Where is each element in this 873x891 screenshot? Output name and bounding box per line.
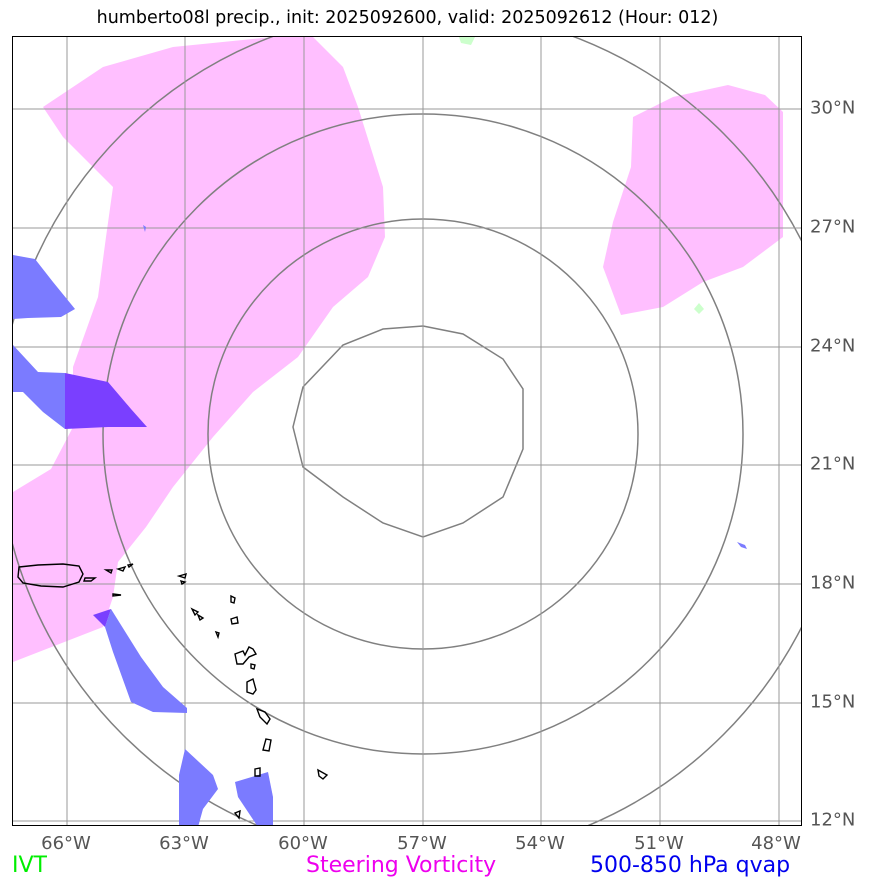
island-barbados xyxy=(262,738,272,752)
lon-label-63w: 63°W xyxy=(159,833,209,854)
lat-label-21n: 21°N xyxy=(810,453,856,475)
legend-qvap: 500-850 hPa qvap xyxy=(590,853,791,878)
ivt-region xyxy=(459,37,475,45)
qvap-region xyxy=(143,225,146,232)
lon-label-48w: 48°W xyxy=(751,833,801,854)
qvap-region xyxy=(13,255,75,319)
steering-vorticity-field xyxy=(13,37,783,662)
lon-label-60w: 60°W xyxy=(278,833,328,854)
vorticity-region-main xyxy=(13,37,385,662)
qvap-region xyxy=(179,749,218,825)
qvap-region xyxy=(737,542,747,549)
legend-ivt: IVT xyxy=(12,853,47,878)
lat-label-18n: 18°N xyxy=(810,572,856,594)
island xyxy=(126,563,134,569)
map-canvas xyxy=(13,37,801,825)
island xyxy=(190,607,200,617)
island xyxy=(196,613,205,622)
island xyxy=(83,577,98,582)
island-puerto-rico xyxy=(17,563,84,588)
lat-label-24n: 24°N xyxy=(810,335,856,357)
lon-label-51w: 51°W xyxy=(634,833,684,854)
qvap-region xyxy=(13,345,65,429)
island xyxy=(233,809,241,820)
coastlines xyxy=(17,563,329,820)
island xyxy=(214,630,220,640)
island xyxy=(230,616,239,625)
lat-label-27n: 27°N xyxy=(810,216,856,238)
lat-lon-grid xyxy=(13,37,801,825)
island xyxy=(179,580,187,586)
qvap-region xyxy=(105,609,187,713)
lon-label-54w: 54°W xyxy=(515,833,565,854)
island xyxy=(230,594,236,604)
qvap-region xyxy=(65,373,147,429)
island xyxy=(250,663,256,670)
vorticity-region-east xyxy=(603,85,783,315)
island-st-lucia xyxy=(255,707,271,726)
legend-steering-vorticity: Steering Vorticity xyxy=(306,853,497,878)
lat-label-15n: 15°N xyxy=(810,691,856,713)
island xyxy=(112,593,122,597)
map-title: humberto08l precip., init: 2025092600, v… xyxy=(96,8,719,28)
qvap-field xyxy=(13,225,747,825)
range-ring-1 xyxy=(292,325,524,538)
ivt-region xyxy=(694,303,704,314)
lat-label-30n: 30°N xyxy=(810,97,856,119)
island-guadeloupe xyxy=(234,646,258,665)
lon-label-57w: 57°W xyxy=(397,833,447,854)
island xyxy=(115,565,127,572)
island xyxy=(103,569,113,575)
map-panel[interactable] xyxy=(12,36,802,826)
island-martinique xyxy=(246,677,257,695)
island-st-vincent xyxy=(254,767,261,777)
lon-label-66w: 66°W xyxy=(41,833,91,854)
island-tobago xyxy=(317,768,329,780)
lat-label-12n: 12°N xyxy=(810,809,856,831)
island xyxy=(176,572,187,579)
ivt-field xyxy=(459,37,704,314)
qvap-region xyxy=(235,772,273,825)
qvap-region xyxy=(93,609,111,627)
